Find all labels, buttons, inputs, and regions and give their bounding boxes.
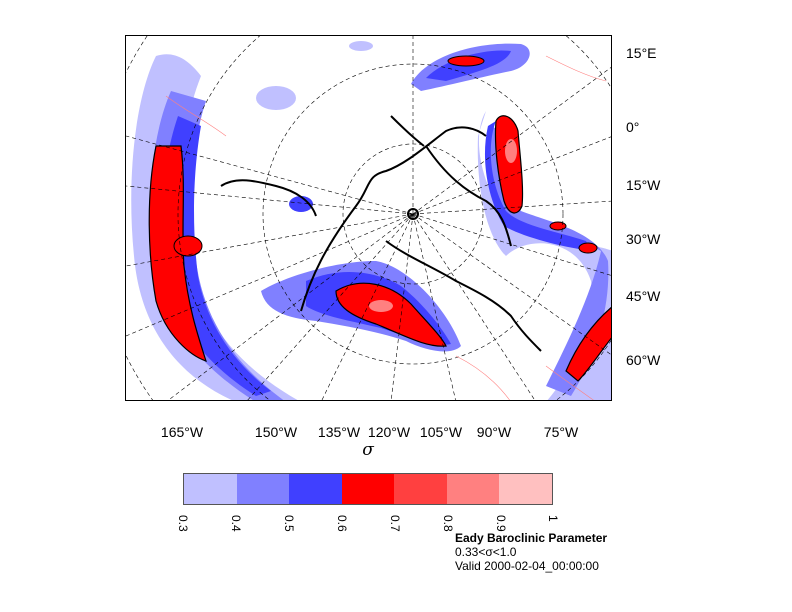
contour-fill-small-n3 <box>349 41 373 51</box>
contour-fill-ne-blob-core <box>447 55 485 67</box>
x-axis-title: σ <box>362 440 374 460</box>
contour-fill-atlantic-core <box>494 115 524 214</box>
lon-label-75w: 75°W <box>543 424 579 440</box>
contour-fill-atlantic-outer <box>477 111 611 400</box>
contour-fill-atlantic-peak <box>505 139 517 163</box>
colorbar-label: 0.4 <box>229 515 243 532</box>
colorbar-box-4 <box>394 474 447 504</box>
coastlines <box>220 115 542 352</box>
lon-label-135w: 135°W <box>317 424 361 440</box>
colorbar-box-1 <box>236 474 290 504</box>
lon-label-150w: 150°W <box>254 424 298 440</box>
contour-fill-atlantic-mid <box>487 126 609 396</box>
graticule <box>126 36 611 400</box>
colorbar-box-3 <box>341 474 395 504</box>
contour-fill-central-peak <box>369 300 393 312</box>
colorbar-label: 1 <box>546 515 560 522</box>
contour-fill-band-west-core <box>148 145 207 362</box>
field-title: Eady Baroclinic Parameter <box>455 531 608 545</box>
map-canvas <box>126 36 611 400</box>
pole-marker <box>407 208 419 220</box>
contour-fill-central-core <box>335 282 447 347</box>
lat-label-15e: 15°E <box>626 45 657 61</box>
info-block: Eady Baroclinic Parameter 0.33<σ<1.0 Val… <box>455 531 607 573</box>
colorbar-box-2 <box>289 474 342 504</box>
coastlines-red <box>165 55 607 400</box>
colorbar-box-6 <box>499 474 553 504</box>
sigma-range: 0.33<σ<1.0 <box>455 545 517 559</box>
lon-label-90w: 90°W <box>476 424 512 440</box>
colorbar-label: 0.9 <box>494 515 508 532</box>
contour-fill-atlantic-inner <box>484 121 591 251</box>
lon-label-120w: 120°W <box>367 424 411 440</box>
lon-label-105w: 105°W <box>419 424 463 440</box>
colorbar-label: 0.6 <box>335 515 349 532</box>
colorbar <box>183 473 553 505</box>
colorbar-label: 0.8 <box>441 515 455 532</box>
contour-fill-atlantic-small-2 <box>578 242 598 254</box>
map-panel <box>125 35 612 401</box>
contour-fill-se-core <box>565 306 611 382</box>
contour-fill-small-n2 <box>289 196 313 212</box>
contour-fill-small-n1 <box>256 86 296 110</box>
colorbar-box-0 <box>184 474 237 504</box>
lat-label-60w: 60°W <box>626 352 661 368</box>
lat-label-45w: 45°W <box>626 288 661 304</box>
contour-fill-atlantic-small <box>549 221 567 231</box>
colorbar-label: 0.7 <box>388 515 402 532</box>
colorbar-label: 0.5 <box>282 515 296 532</box>
lat-label-30w: 30°W <box>626 231 661 247</box>
valid-time: Valid 2000-02-04_00:00:00 <box>455 559 599 573</box>
colorbar-label: 0.3 <box>176 515 190 532</box>
lat-label-0: 0° <box>626 119 640 135</box>
lat-label-15w: 15°W <box>626 177 661 193</box>
colorbar-box-5 <box>446 474 500 504</box>
lon-label-165w: 165°W <box>160 424 204 440</box>
